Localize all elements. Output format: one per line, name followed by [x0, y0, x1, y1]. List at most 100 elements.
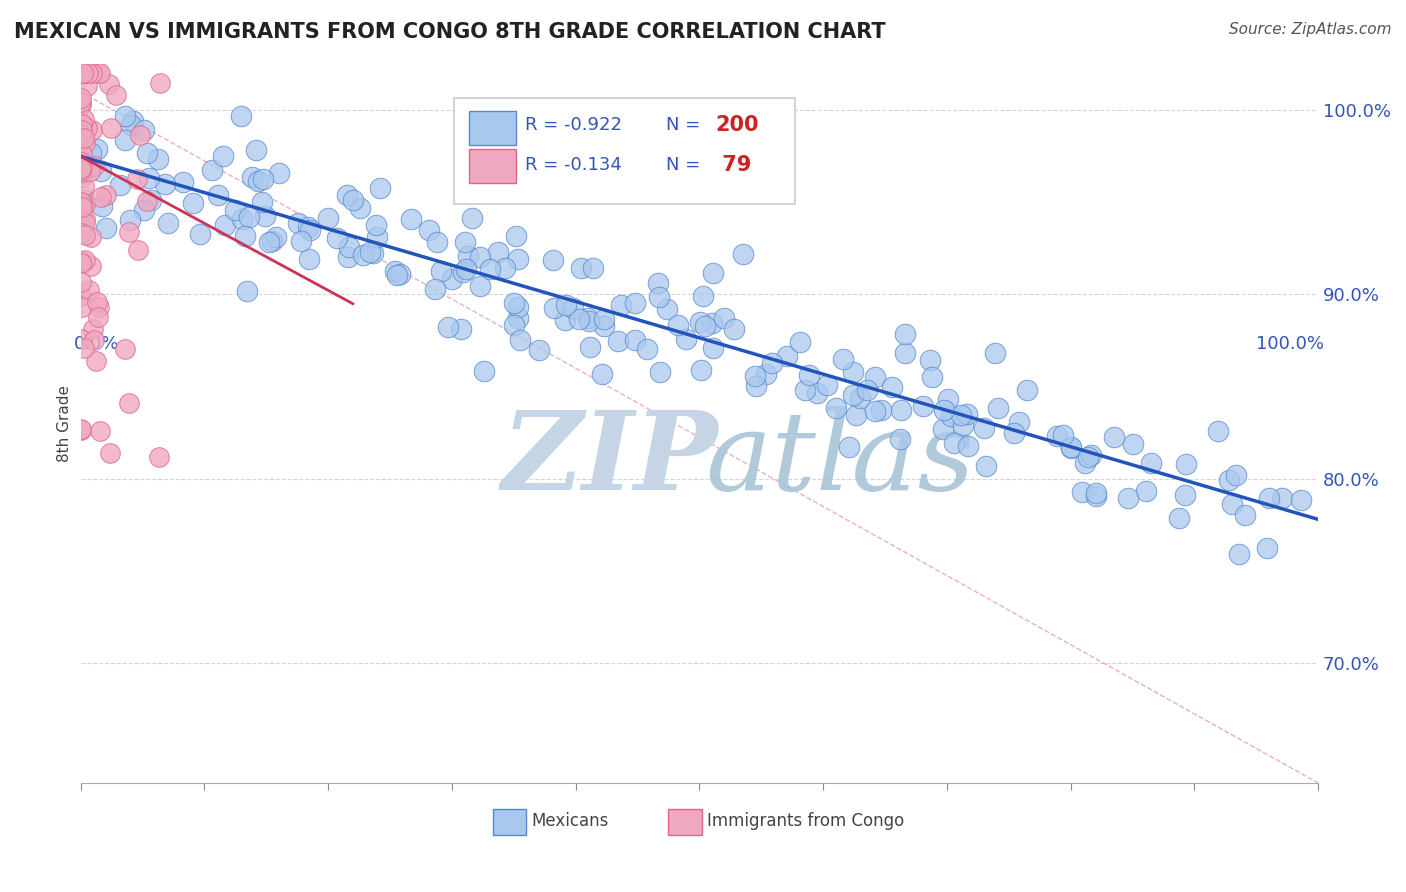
Point: [70, 196, 93, 211]
Point: [89, 424, 111, 438]
Point: [114, 343, 136, 357]
Point: [69, 66, 91, 80]
Point: [149, 76, 172, 90]
Point: [592, 318, 614, 333]
Point: [90, 164, 112, 178]
Point: [87, 300, 110, 314]
Point: [921, 370, 943, 384]
Point: [1225, 467, 1247, 482]
Point: [942, 436, 965, 450]
Point: [832, 351, 855, 366]
Point: [138, 171, 160, 186]
Point: [83, 333, 105, 347]
Point: [624, 296, 647, 310]
Point: [956, 408, 979, 422]
Point: [298, 252, 321, 267]
Point: [70, 211, 93, 226]
Point: [454, 262, 477, 277]
Point: [83, 159, 105, 173]
FancyBboxPatch shape: [668, 809, 702, 835]
Point: [359, 244, 381, 259]
Point: [890, 403, 912, 417]
Point: [569, 261, 592, 276]
Point: [252, 195, 274, 210]
Point: [1080, 448, 1102, 462]
Point: [69, 154, 91, 169]
Point: [290, 234, 312, 248]
Point: [70, 300, 93, 314]
Point: [576, 311, 599, 326]
Point: [108, 178, 131, 192]
Point: [70, 165, 93, 179]
Text: Mexicans: Mexicans: [531, 812, 609, 830]
Point: [450, 321, 472, 335]
Point: [702, 341, 724, 355]
Point: [562, 301, 585, 315]
Point: [73, 196, 96, 211]
Point: [541, 252, 564, 267]
Point: [1070, 484, 1092, 499]
Point: [114, 109, 136, 123]
Text: atlas: atlas: [706, 406, 976, 513]
Point: [337, 240, 360, 254]
Text: 200: 200: [716, 115, 759, 136]
Point: [650, 365, 672, 379]
Point: [86, 354, 108, 368]
Text: MEXICAN VS IMMIGRANTS FROM CONGO 8TH GRADE CORRELATION CHART: MEXICAN VS IMMIGRANTS FROM CONGO 8TH GRA…: [14, 22, 886, 42]
Point: [70, 66, 93, 80]
Point: [297, 220, 319, 235]
Point: [636, 342, 658, 356]
Point: [70, 333, 93, 347]
Point: [69, 256, 91, 270]
Point: [486, 244, 509, 259]
Point: [69, 195, 91, 210]
Point: [950, 408, 973, 422]
Point: [139, 193, 162, 207]
Point: [689, 316, 711, 330]
Point: [1289, 492, 1312, 507]
Point: [468, 279, 491, 293]
Point: [364, 219, 387, 233]
Point: [247, 174, 270, 188]
FancyBboxPatch shape: [454, 98, 794, 204]
Point: [264, 230, 287, 244]
Point: [69, 207, 91, 221]
Point: [938, 392, 960, 406]
Point: [934, 403, 956, 417]
Point: [418, 223, 440, 237]
Point: [157, 216, 180, 230]
Point: [75, 136, 97, 150]
Point: [579, 340, 602, 354]
Point: [554, 298, 576, 312]
Point: [146, 153, 169, 167]
Point: [69, 170, 91, 185]
Point: [776, 349, 799, 363]
Point: [607, 334, 630, 348]
Point: [1077, 450, 1099, 465]
Point: [1002, 425, 1025, 440]
Point: [72, 66, 94, 80]
FancyBboxPatch shape: [492, 809, 526, 835]
Point: [568, 312, 591, 326]
Point: [86, 294, 108, 309]
Point: [76, 78, 98, 93]
Point: [91, 199, 114, 213]
Point: [72, 254, 94, 268]
Point: [212, 149, 235, 163]
Point: [593, 311, 616, 326]
Point: [1052, 428, 1074, 442]
Point: [349, 202, 371, 216]
Point: [1227, 547, 1250, 561]
Point: [100, 121, 122, 136]
Point: [880, 380, 903, 394]
Text: 100.0%: 100.0%: [1257, 335, 1324, 353]
Point: [336, 250, 359, 264]
Text: R = -0.134: R = -0.134: [524, 156, 621, 174]
Point: [233, 228, 256, 243]
Point: [794, 383, 817, 397]
Point: [845, 409, 868, 423]
Point: [183, 195, 205, 210]
Point: [1271, 491, 1294, 505]
Point: [70, 95, 93, 110]
Point: [352, 247, 374, 261]
